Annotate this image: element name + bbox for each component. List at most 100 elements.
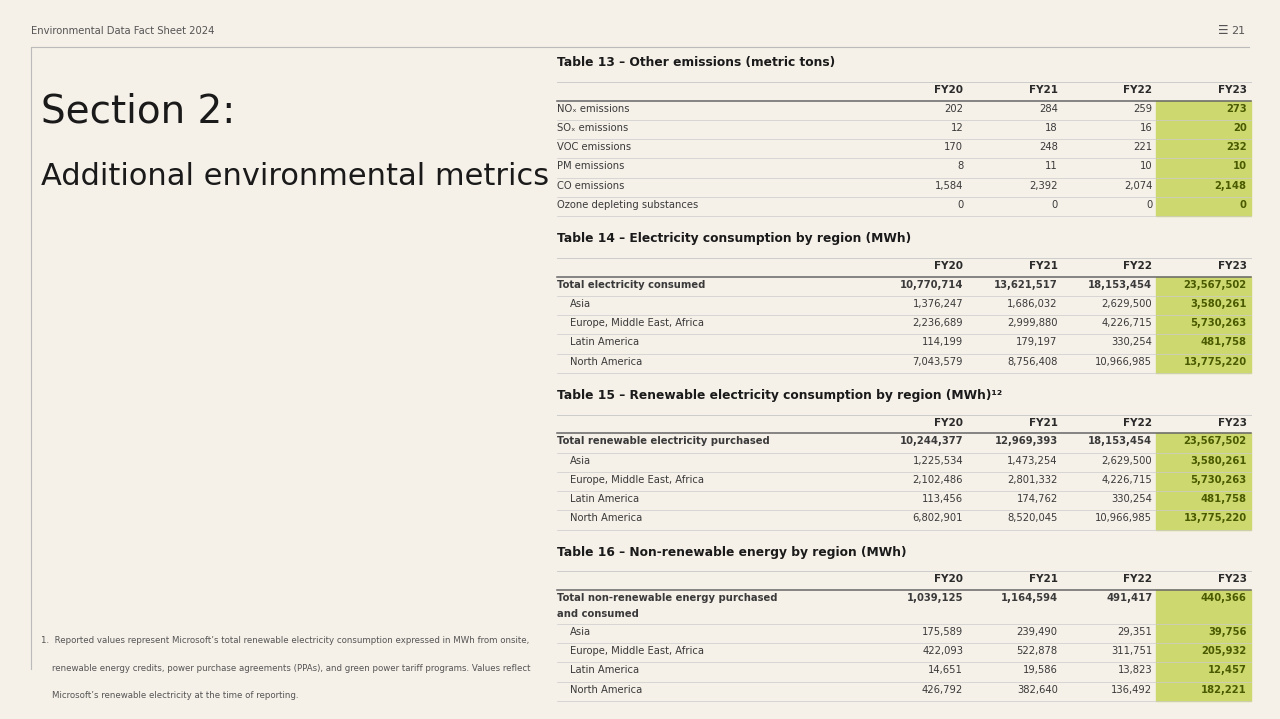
Text: FY22: FY22: [1123, 261, 1152, 271]
Text: FY20: FY20: [934, 85, 963, 95]
Text: 1.  Reported values represent Microsoft’s total renewable electricity consumptio: 1. Reported values represent Microsoft’s…: [41, 636, 529, 646]
Text: 481,758: 481,758: [1201, 494, 1247, 504]
Text: 202: 202: [945, 104, 963, 114]
Text: 221: 221: [1133, 142, 1152, 152]
Text: North America: North America: [570, 684, 641, 695]
Text: 205,932: 205,932: [1202, 646, 1247, 656]
Text: FY22: FY22: [1123, 574, 1152, 585]
Text: 1,376,247: 1,376,247: [913, 299, 963, 309]
Text: FY20: FY20: [934, 418, 963, 428]
Text: Table 15 – Renewable electricity consumption by region (MWh)¹²: Table 15 – Renewable electricity consump…: [557, 389, 1002, 402]
Text: FY23: FY23: [1217, 85, 1247, 95]
Text: NOₓ emissions: NOₓ emissions: [557, 104, 630, 114]
Text: 0: 0: [1146, 200, 1152, 210]
Text: 23,567,502: 23,567,502: [1184, 436, 1247, 446]
Text: Asia: Asia: [570, 627, 591, 637]
Text: 179,197: 179,197: [1016, 337, 1057, 347]
Text: 1,584: 1,584: [934, 180, 963, 191]
Text: 232: 232: [1226, 142, 1247, 152]
Text: Ozone depleting substances: Ozone depleting substances: [557, 200, 698, 210]
Text: 182,221: 182,221: [1201, 684, 1247, 695]
Text: 2,074: 2,074: [1124, 180, 1152, 191]
Text: 11: 11: [1044, 161, 1057, 171]
Text: 1,039,125: 1,039,125: [906, 593, 963, 603]
Text: SOₓ emissions: SOₓ emissions: [557, 123, 628, 133]
Text: FY20: FY20: [934, 261, 963, 271]
Text: 2,236,689: 2,236,689: [913, 318, 963, 328]
Text: 8,520,045: 8,520,045: [1007, 513, 1057, 523]
Text: 522,878: 522,878: [1016, 646, 1057, 656]
Text: FY21: FY21: [1029, 418, 1057, 428]
Text: 174,762: 174,762: [1016, 494, 1057, 504]
Text: 284: 284: [1039, 104, 1057, 114]
Text: 2,999,880: 2,999,880: [1007, 318, 1057, 328]
Text: Microsoft’s renewable electricity at the time of reporting.: Microsoft’s renewable electricity at the…: [41, 691, 298, 700]
Text: Environmental Data Fact Sheet 2024: Environmental Data Fact Sheet 2024: [31, 26, 214, 36]
Text: FY23: FY23: [1217, 418, 1247, 428]
Text: 13,621,517: 13,621,517: [995, 280, 1057, 290]
Text: 7,043,579: 7,043,579: [913, 357, 963, 367]
Text: 3,580,261: 3,580,261: [1190, 456, 1247, 466]
Text: 13,823: 13,823: [1117, 665, 1152, 675]
Text: 239,490: 239,490: [1016, 627, 1057, 637]
Text: North America: North America: [570, 513, 641, 523]
Text: FY21: FY21: [1029, 85, 1057, 95]
Text: FY22: FY22: [1123, 85, 1152, 95]
Text: Table 16 – Non-renewable energy by region (MWh): Table 16 – Non-renewable energy by regio…: [557, 546, 906, 559]
Text: 136,492: 136,492: [1111, 684, 1152, 695]
Text: 21: 21: [1231, 26, 1245, 36]
Text: 12,457: 12,457: [1208, 665, 1247, 675]
Text: 175,589: 175,589: [922, 627, 963, 637]
Text: 18: 18: [1044, 123, 1057, 133]
Text: 10: 10: [1139, 161, 1152, 171]
Text: 491,417: 491,417: [1106, 593, 1152, 603]
Text: 10,966,985: 10,966,985: [1096, 357, 1152, 367]
Text: 39,756: 39,756: [1208, 627, 1247, 637]
Text: 20: 20: [1233, 123, 1247, 133]
Text: Table 13 – Other emissions (metric tons): Table 13 – Other emissions (metric tons): [557, 56, 835, 69]
Text: 2,102,486: 2,102,486: [913, 475, 963, 485]
Text: 113,456: 113,456: [922, 494, 963, 504]
Text: 8,756,408: 8,756,408: [1007, 357, 1057, 367]
Text: FY22: FY22: [1123, 418, 1152, 428]
Text: 481,758: 481,758: [1201, 337, 1247, 347]
Text: 5,730,263: 5,730,263: [1190, 318, 1247, 328]
Text: 426,792: 426,792: [922, 684, 963, 695]
Text: 330,254: 330,254: [1111, 337, 1152, 347]
Text: Latin America: Latin America: [570, 665, 639, 675]
Text: 2,801,332: 2,801,332: [1007, 475, 1057, 485]
Text: Table 14 – Electricity consumption by region (MWh): Table 14 – Electricity consumption by re…: [557, 232, 911, 245]
Text: 13,775,220: 13,775,220: [1184, 357, 1247, 367]
Text: 12,969,393: 12,969,393: [995, 436, 1057, 446]
Text: 1,686,032: 1,686,032: [1007, 299, 1057, 309]
Text: FY20: FY20: [934, 574, 963, 585]
Text: 3,580,261: 3,580,261: [1190, 299, 1247, 309]
Text: 1,225,534: 1,225,534: [913, 456, 963, 466]
Text: renewable energy credits, power purchase agreements (PPAs), and green power tari: renewable energy credits, power purchase…: [41, 664, 530, 673]
Text: and consumed: and consumed: [557, 610, 639, 619]
Text: 422,093: 422,093: [922, 646, 963, 656]
Text: 2,148: 2,148: [1215, 180, 1247, 191]
Text: Total electricity consumed: Total electricity consumed: [557, 280, 705, 290]
Text: FY21: FY21: [1029, 574, 1057, 585]
Text: Asia: Asia: [570, 456, 591, 466]
Text: 14,651: 14,651: [928, 665, 963, 675]
Text: 18,153,454: 18,153,454: [1088, 436, 1152, 446]
Text: Additional environmental metrics: Additional environmental metrics: [41, 162, 549, 191]
Text: Asia: Asia: [570, 299, 591, 309]
Text: 10,244,377: 10,244,377: [900, 436, 963, 446]
Text: 311,751: 311,751: [1111, 646, 1152, 656]
Text: 8: 8: [957, 161, 963, 171]
Text: VOC emissions: VOC emissions: [557, 142, 631, 152]
Text: FY23: FY23: [1217, 574, 1247, 585]
Text: 23,567,502: 23,567,502: [1184, 280, 1247, 290]
Text: 0: 0: [1240, 200, 1247, 210]
Text: 5,730,263: 5,730,263: [1190, 475, 1247, 485]
Text: 440,366: 440,366: [1201, 593, 1247, 603]
Text: Total non-renewable energy purchased: Total non-renewable energy purchased: [557, 593, 777, 603]
Text: FY23: FY23: [1217, 261, 1247, 271]
Text: 1,164,594: 1,164,594: [1001, 593, 1057, 603]
Text: 13,775,220: 13,775,220: [1184, 513, 1247, 523]
Text: ☰: ☰: [1219, 24, 1229, 37]
Text: 382,640: 382,640: [1016, 684, 1057, 695]
